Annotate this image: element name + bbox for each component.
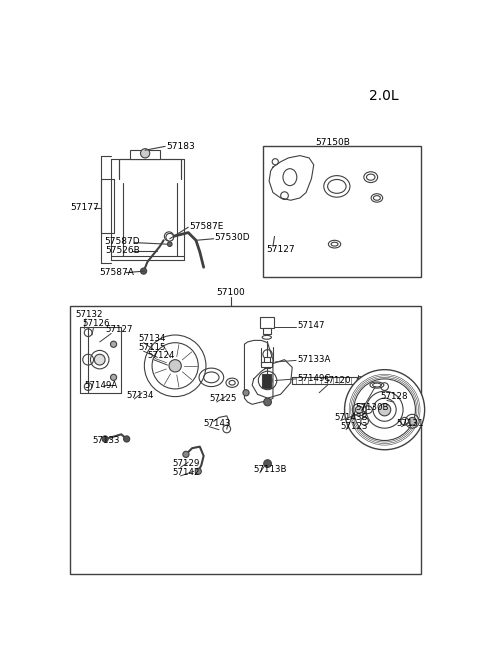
Circle shape: [141, 149, 150, 158]
Text: 57128: 57128: [381, 392, 408, 401]
Ellipse shape: [283, 169, 297, 185]
Circle shape: [110, 374, 117, 381]
Circle shape: [264, 460, 271, 468]
Text: 57587E: 57587E: [189, 222, 223, 231]
Bar: [262, 362, 272, 367]
Circle shape: [345, 369, 425, 450]
Text: 57132: 57132: [75, 310, 103, 320]
Text: 57143B: 57143B: [335, 413, 368, 422]
Text: 57530D: 57530D: [215, 233, 250, 242]
Circle shape: [167, 234, 171, 239]
Circle shape: [366, 391, 403, 428]
Text: 57143: 57143: [204, 419, 231, 428]
Text: 57126: 57126: [83, 319, 110, 328]
Ellipse shape: [355, 406, 363, 413]
Circle shape: [141, 268, 147, 274]
Circle shape: [263, 376, 272, 385]
Text: 57177: 57177: [71, 204, 99, 212]
Text: 57125: 57125: [209, 394, 237, 403]
Circle shape: [408, 417, 416, 425]
Text: 2.0L: 2.0L: [369, 88, 399, 103]
Text: 57120: 57120: [323, 376, 350, 385]
Text: 57526B: 57526B: [105, 246, 140, 255]
Text: 57147: 57147: [298, 321, 325, 330]
Bar: [263, 146, 421, 277]
Circle shape: [110, 341, 117, 347]
Text: 57142: 57142: [173, 468, 200, 477]
Bar: [131, 150, 160, 159]
Circle shape: [183, 451, 189, 457]
Text: 57133: 57133: [92, 436, 120, 445]
Circle shape: [243, 390, 249, 396]
Text: 57587A: 57587A: [100, 268, 134, 277]
Text: 57127: 57127: [106, 325, 133, 334]
Text: 57149A: 57149A: [84, 381, 118, 390]
Text: 57134: 57134: [127, 391, 154, 400]
Text: 57115: 57115: [138, 343, 166, 352]
Circle shape: [169, 360, 181, 372]
Text: 57131: 57131: [396, 419, 424, 428]
Bar: [260, 317, 274, 328]
Circle shape: [123, 436, 130, 442]
Text: 57149C: 57149C: [298, 375, 331, 383]
Text: 57100: 57100: [216, 288, 245, 297]
Text: 57113B: 57113B: [254, 465, 287, 474]
Circle shape: [164, 232, 174, 241]
Text: 57123: 57123: [341, 422, 368, 431]
Text: 57129: 57129: [173, 459, 200, 468]
Circle shape: [378, 403, 391, 416]
Circle shape: [168, 242, 172, 246]
Bar: [263, 328, 271, 334]
Text: 57127: 57127: [266, 245, 295, 254]
Circle shape: [94, 354, 105, 365]
Circle shape: [166, 233, 174, 241]
Circle shape: [264, 398, 271, 406]
Circle shape: [195, 468, 201, 474]
Text: 57130B: 57130B: [355, 403, 389, 412]
Bar: [264, 358, 270, 368]
Text: 57124: 57124: [147, 351, 175, 360]
Text: 57150B: 57150B: [315, 138, 350, 147]
Bar: [262, 374, 271, 388]
Bar: [71, 306, 421, 574]
Text: 57183: 57183: [166, 142, 195, 151]
Text: 57133A: 57133A: [298, 355, 331, 364]
Text: 57587D: 57587D: [104, 236, 140, 246]
Circle shape: [102, 436, 108, 442]
Text: 57134: 57134: [138, 334, 166, 343]
